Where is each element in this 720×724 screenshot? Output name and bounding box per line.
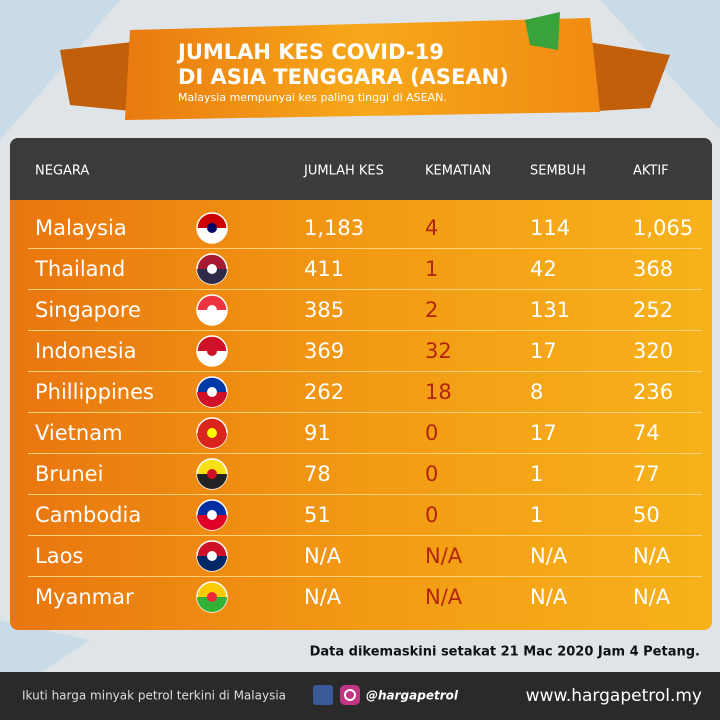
ribbon-tail (575, 40, 670, 112)
cell-value: 385 (304, 298, 344, 322)
cell-value: 42 (530, 257, 557, 281)
country-name: Singapore (35, 298, 141, 322)
flag (197, 392, 227, 407)
cell-value: 74 (633, 421, 660, 445)
column-header: AKTIF (633, 164, 669, 179)
cell-value: 17 (530, 421, 557, 445)
flag (197, 433, 227, 448)
cell-value: 262 (304, 380, 344, 404)
country-name: Laos (35, 544, 83, 568)
cell-value: 51 (304, 503, 331, 527)
flag (207, 469, 217, 479)
country-name: Brunei (35, 462, 103, 486)
cell-value: 1 (425, 257, 438, 281)
flag (197, 515, 227, 530)
cell-value: 2 (425, 298, 438, 322)
subtitle: Malaysia mempunyai kes paling tinggi di … (178, 91, 447, 104)
flag (207, 346, 217, 356)
flag (197, 556, 227, 571)
table-panel (10, 138, 712, 630)
country-name: Indonesia (35, 339, 137, 363)
bg-shape (0, 0, 120, 140)
cell-value: 1 (530, 503, 543, 527)
flag (207, 264, 217, 274)
flag (197, 269, 227, 284)
cell-value: 0 (425, 421, 438, 445)
banner-accent (525, 12, 560, 50)
column-header: NEGARA (35, 164, 89, 179)
column-header: KEMATIAN (425, 164, 491, 179)
banner (125, 18, 600, 120)
cell-value: N/A (633, 585, 671, 609)
flag (207, 305, 217, 315)
cell-value: N/A (633, 544, 671, 568)
cell-value: 114 (530, 216, 570, 240)
cell-value: 0 (425, 462, 438, 486)
cell-value: 50 (633, 503, 660, 527)
flag (207, 510, 217, 520)
cell-value: 236 (633, 380, 673, 404)
facebook-icon (313, 685, 333, 705)
update-note: Data dikemaskini setakat 21 Mac 2020 Jam… (310, 645, 700, 660)
flag (197, 474, 227, 489)
flag (207, 592, 217, 602)
column-header: SEMBUH (530, 164, 586, 179)
cell-value: 0 (425, 503, 438, 527)
cell-value: N/A (425, 544, 463, 568)
cell-value: 4 (425, 216, 438, 240)
cell-value: 369 (304, 339, 344, 363)
cell-value: 18 (425, 380, 452, 404)
cell-value: N/A (304, 585, 342, 609)
cell-value: 320 (633, 339, 673, 363)
table-header (10, 138, 712, 200)
cell-value: N/A (304, 544, 342, 568)
country-name: Cambodia (35, 503, 141, 527)
footer-website: www.hargapetrol.my (526, 686, 702, 706)
flag (207, 551, 217, 561)
flag (207, 428, 217, 438)
cell-value: 32 (425, 339, 452, 363)
flag (197, 228, 227, 243)
cell-value: 91 (304, 421, 331, 445)
cell-value: 411 (304, 257, 344, 281)
country-name: Malaysia (35, 216, 127, 240)
title-line: JUMLAH KES COVID-19 (176, 40, 444, 64)
country-name: Thailand (34, 257, 125, 281)
cell-value: 368 (633, 257, 673, 281)
cell-value: 8 (530, 380, 543, 404)
title-line: DI ASIA TENGGARA (ASEAN) (178, 65, 509, 89)
country-name: Vietnam (35, 421, 123, 445)
cell-value: 131 (530, 298, 570, 322)
cell-value: 77 (633, 462, 660, 486)
footer-handle: @hargapetrol (366, 689, 459, 703)
flag (197, 310, 227, 325)
cell-value: 252 (633, 298, 673, 322)
cell-value: 1,065 (633, 216, 693, 240)
footer-tagline: Ikuti harga minyak petrol terkini di Mal… (22, 689, 286, 703)
flag (197, 597, 227, 612)
flag (207, 223, 217, 233)
cell-value: N/A (530, 585, 568, 609)
cell-value: N/A (425, 585, 463, 609)
cell-value: 1,183 (304, 216, 364, 240)
instagram-icon-lens (344, 689, 356, 701)
country-name: Phillippines (35, 380, 154, 404)
cell-value: 1 (530, 462, 543, 486)
cell-value: 17 (530, 339, 557, 363)
flag (207, 387, 217, 397)
column-header: JUMLAH KES (303, 164, 384, 179)
instagram-icon (340, 685, 360, 705)
cell-value: N/A (530, 544, 568, 568)
flag (197, 351, 227, 366)
country-name: Myanmar (35, 585, 134, 609)
cell-value: 78 (304, 462, 331, 486)
